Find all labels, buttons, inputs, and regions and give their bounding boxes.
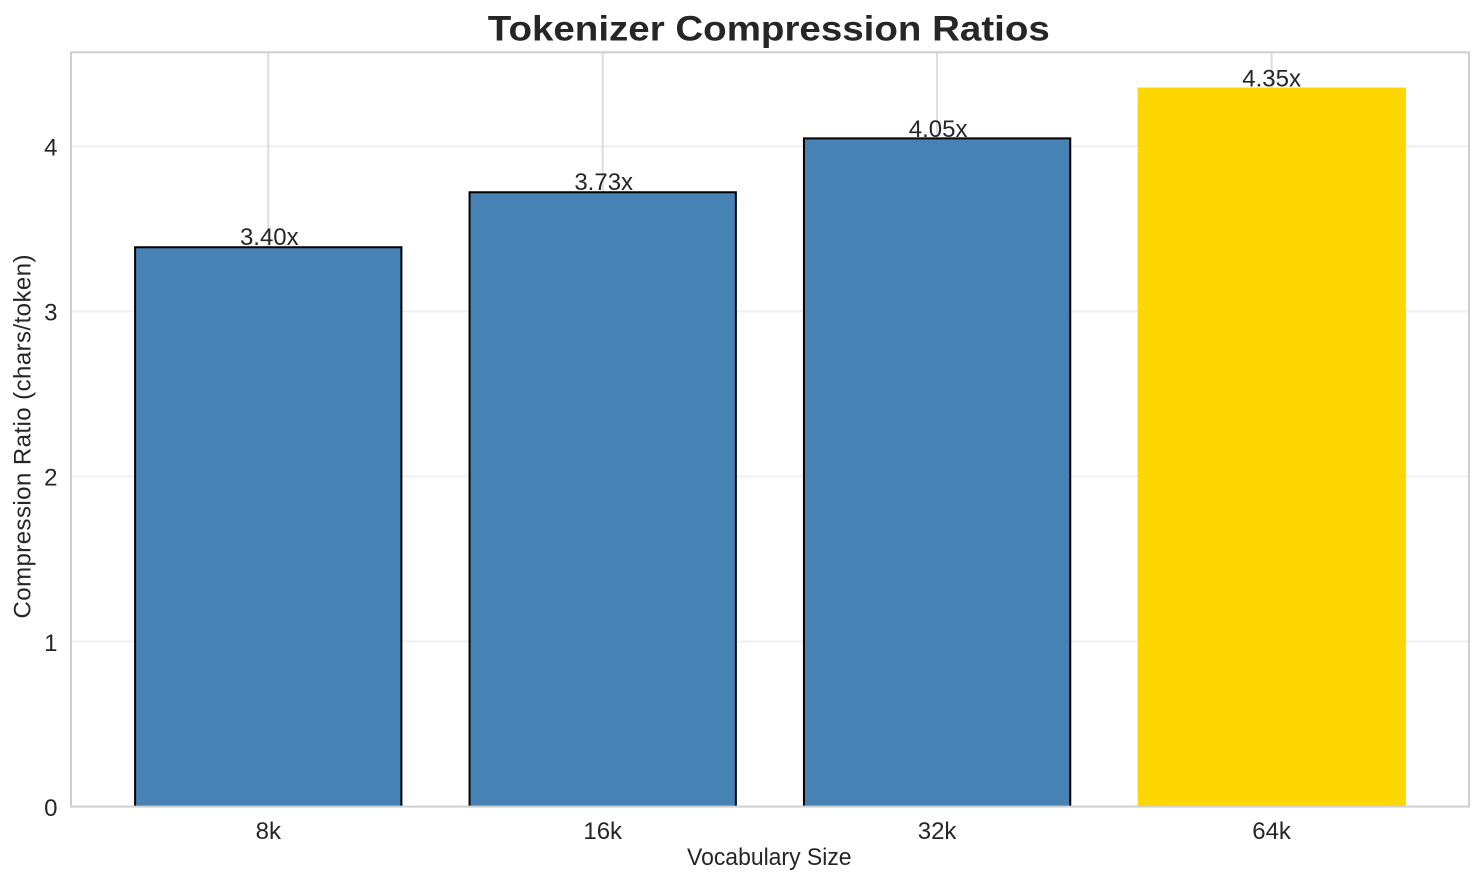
svg-text:64k: 64k <box>1252 818 1292 845</box>
svg-text:0: 0 <box>44 795 57 822</box>
svg-text:2: 2 <box>44 465 57 492</box>
svg-text:4.05x: 4.05x <box>909 116 968 143</box>
svg-text:4: 4 <box>44 135 57 162</box>
svg-text:8k: 8k <box>256 818 282 845</box>
svg-text:1: 1 <box>44 630 57 657</box>
svg-text:4.35x: 4.35x <box>1242 65 1301 92</box>
svg-text:3.40x: 3.40x <box>240 224 299 251</box>
svg-text:3.73x: 3.73x <box>574 169 633 196</box>
svg-text:Compression Ratio (chars/token: Compression Ratio (chars/token) <box>10 255 37 619</box>
svg-text:Vocabulary Size: Vocabulary Size <box>687 844 852 871</box>
svg-text:32k: 32k <box>918 818 958 845</box>
svg-text:3: 3 <box>44 300 57 327</box>
svg-text:16k: 16k <box>583 818 623 845</box>
svg-text:Tokenizer Compression Ratios: Tokenizer Compression Ratios <box>488 10 1050 49</box>
